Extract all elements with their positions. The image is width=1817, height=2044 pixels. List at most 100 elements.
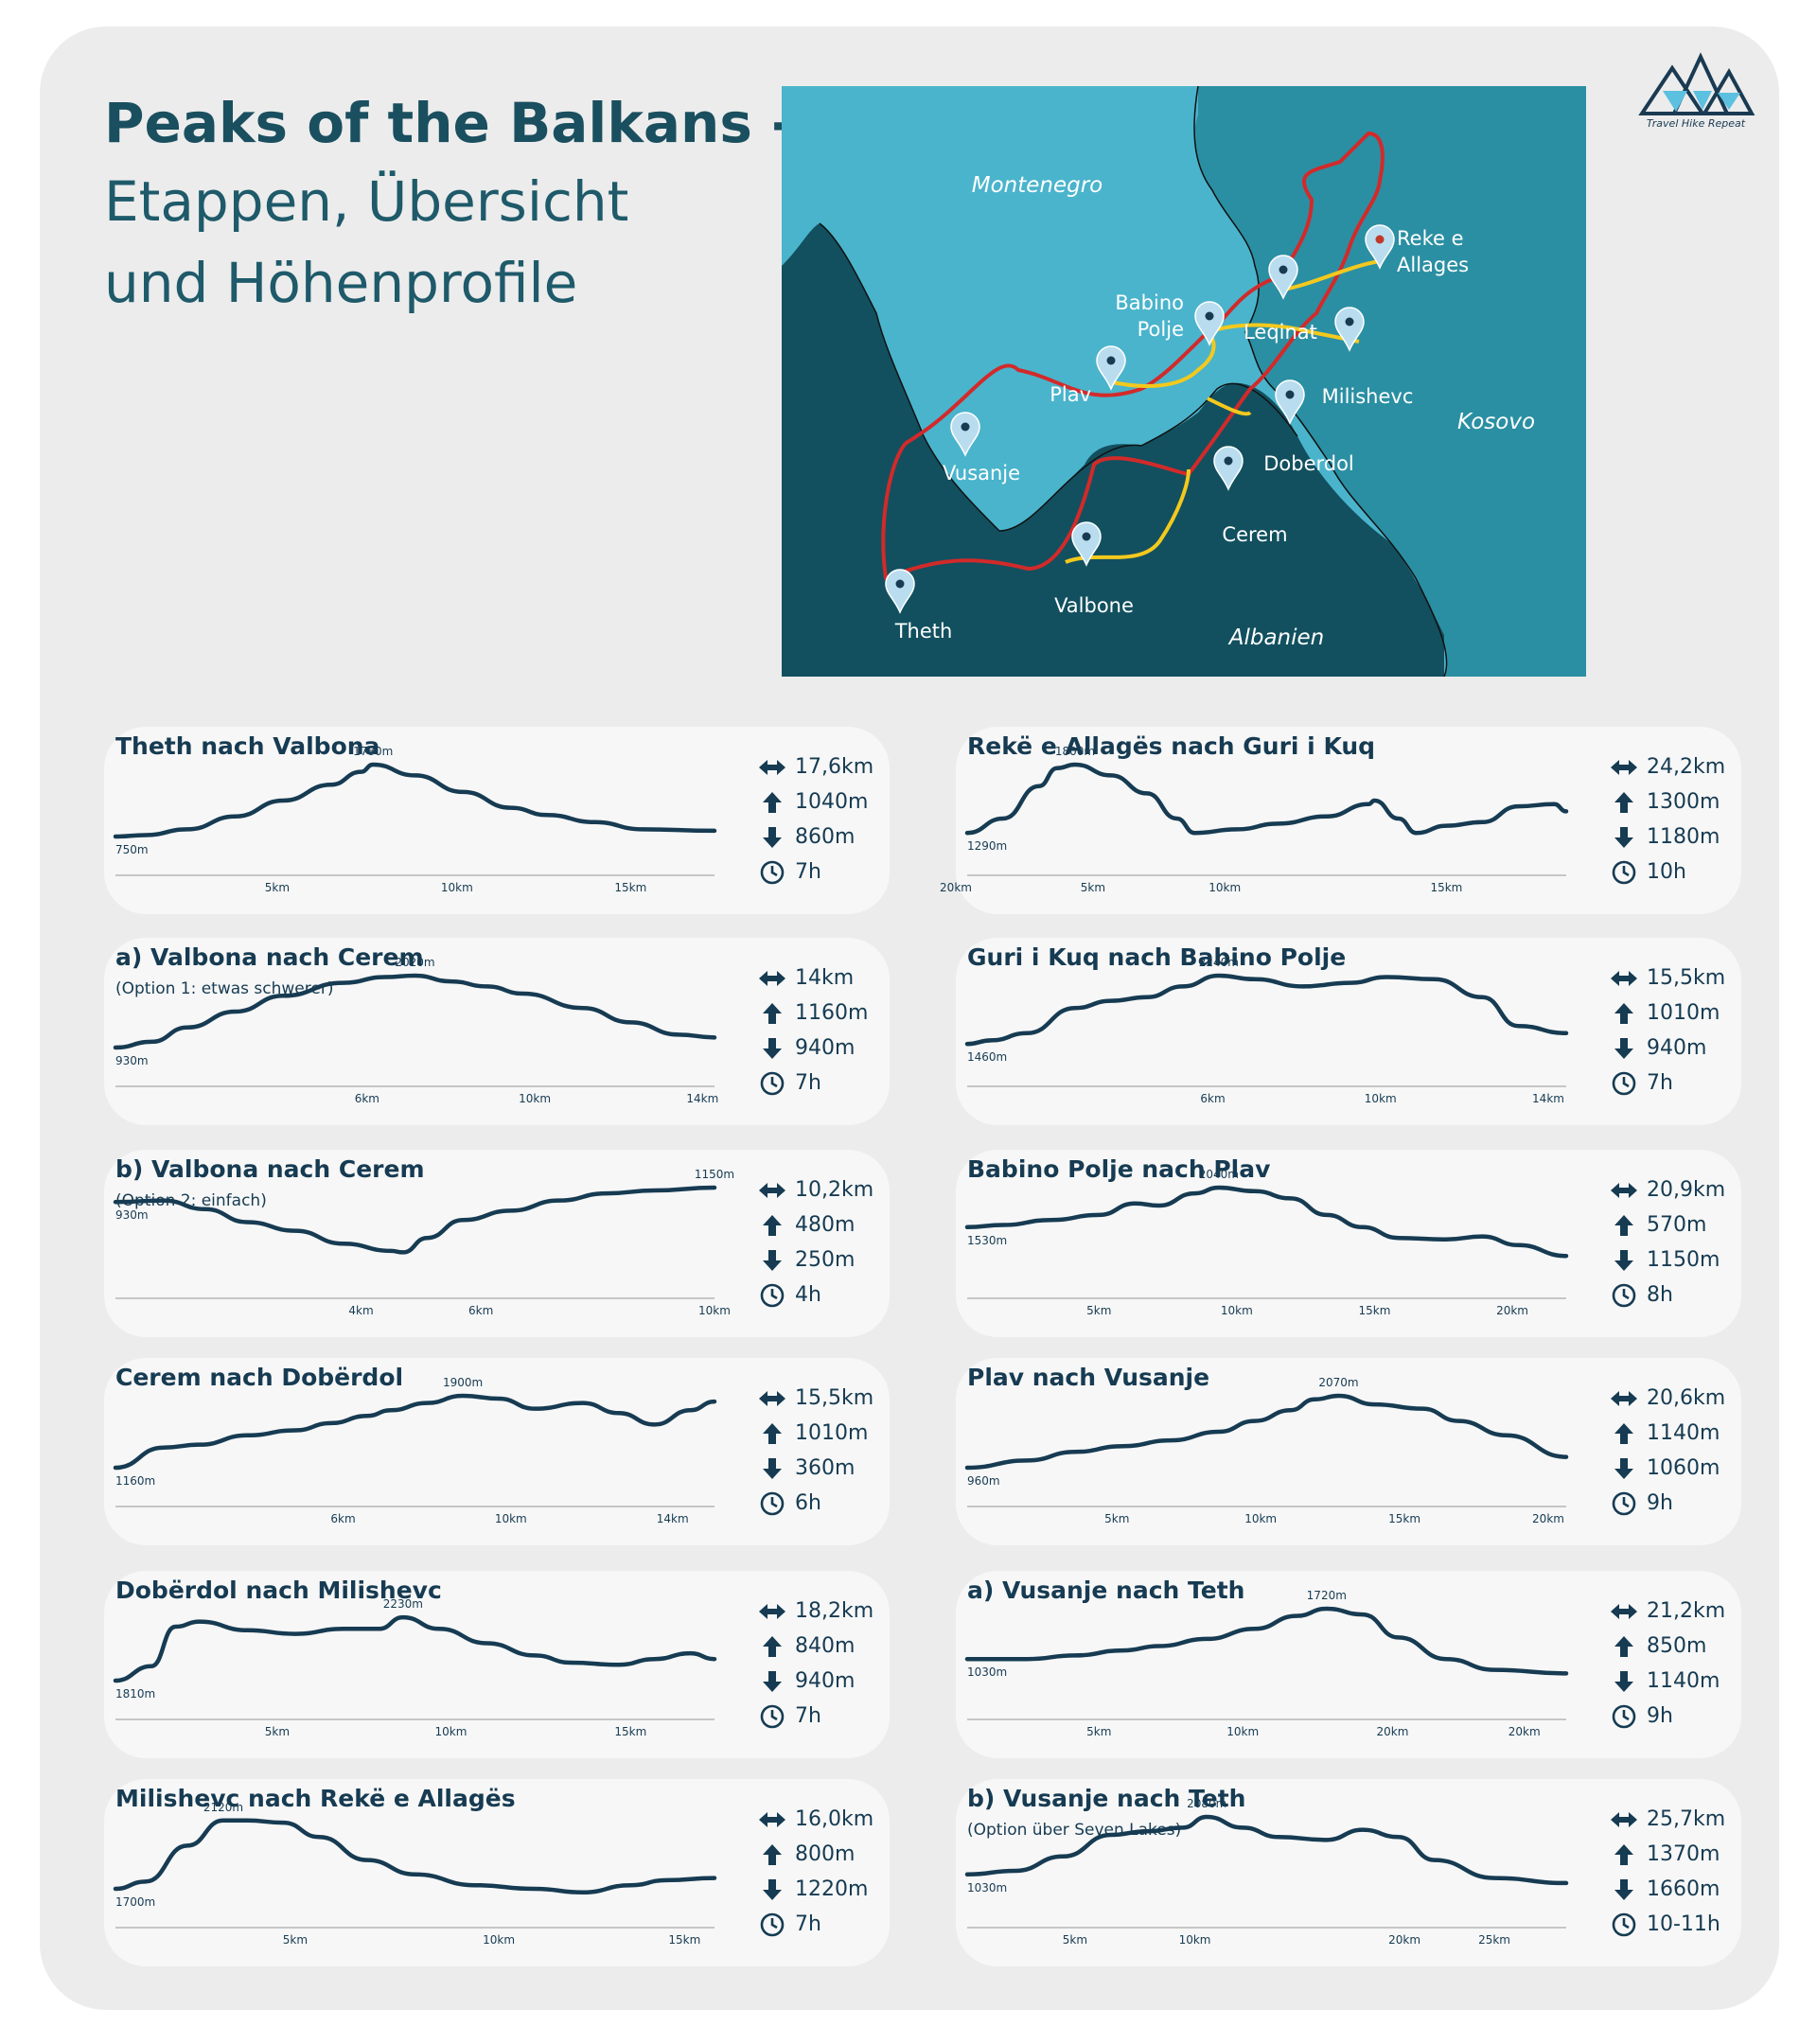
profile-peak-label: 2020m [395,956,434,969]
stage-title: a) Valbona nach Cerem [115,943,424,971]
profile-tick-label: 10km [1208,881,1241,894]
stage-title: Milishevc nach Rekë e Allagës [115,1785,516,1812]
stat-time: 4h [757,1278,890,1313]
stat-value-distance: 15,5km [1647,966,1726,990]
stage-subtitle: (Option 1: etwas schwerer) [115,979,334,998]
stage-stats: 25,7km 1370m 1660m 10-11h [1609,1802,1741,1942]
alt-route-west [1065,468,1191,564]
stat-up: 1160m [757,996,890,1031]
stat-value-down: 860m [795,825,856,849]
stat-distance: 14km [757,960,890,996]
stat-distance: 16,0km [757,1802,890,1837]
stat-time: 10-11h [1609,1907,1741,1942]
profile-tick-label: 10km [519,1092,551,1105]
map-pin-icon [1334,307,1365,352]
stat-value-up: 1140m [1647,1421,1720,1445]
profile-tick-label: 15km [1430,881,1462,894]
map-pin-icon [1213,446,1244,491]
stat-value-down: 360m [795,1456,856,1480]
profile-peak-label: 2080m [1187,1797,1226,1810]
stage-stats: 21,2km 850m 1140m 9h [1609,1594,1741,1734]
stage-stats: 20,9km 570m 1150m 8h [1609,1172,1741,1313]
stage-title: Guri i Kuq nach Babino Polje [967,943,1347,971]
horizontal-arrow-icon [1609,1177,1639,1204]
stat-up: 1040m [757,784,890,819]
profile-tick-label: 10km [1226,1725,1259,1738]
stat-value-distance: 24,2km [1647,755,1726,779]
label-albanien: Albanien [1227,626,1325,650]
horizontal-arrow-icon [757,965,787,992]
profile-peak-label: 1150m [695,1168,734,1181]
page-title: Peaks of the Balkans - [104,91,795,155]
map-pin-icon [950,412,980,457]
clock-icon [757,1703,787,1730]
up-arrow-icon [757,789,787,816]
map-pin-icon [1071,521,1102,567]
stat-value-time: 10h [1647,860,1686,884]
profile-line [964,1185,1569,1259]
stat-up: 1140m [1609,1416,1741,1451]
profile-peak-label: 1900m [443,1376,483,1389]
stat-value-down: 250m [795,1248,856,1272]
stage-title: Cerem nach Dobërdol [115,1364,404,1391]
down-arrow-icon [1609,1668,1639,1695]
alt-route-south [1207,396,1252,416]
profile-tick-label: 15km [614,1725,646,1738]
profile-tick-label: 15km [614,881,646,894]
stat-value-distance: 10,2km [795,1178,874,1202]
stage-title: Dobërdol nach Milishevc [115,1577,442,1604]
stage-title: a) Vusanje nach Teth [967,1577,1245,1604]
stat-time: 9h [1609,1699,1741,1734]
profile-tick-label: 10km [495,1512,527,1525]
profile-tick-label: 5km [1081,881,1105,894]
stat-value-down: 1140m [1647,1669,1720,1693]
profile-tick-label: 4km [348,1304,373,1317]
profile-tick-label: 20km [1496,1304,1528,1317]
map-pin-icon [1365,224,1395,270]
map-pin-babino: Babino Polje [1115,291,1225,346]
profile-line [113,1818,717,1895]
stage-title: b) Vusanje nach Teth [967,1785,1246,1812]
stage-card: a) Valbona nach Cerem (Option 1: etwas sc… [104,938,890,1125]
up-arrow-icon [1609,789,1639,816]
stat-value-up: 1370m [1647,1842,1720,1866]
stat-time: 10h [1609,855,1741,890]
profile-tick-label: 5km [1104,1512,1129,1525]
stage-title: Plav nach Vusanje [967,1364,1210,1391]
profile-line [113,1185,717,1255]
stage-card: Babino Polje nach Plav 1530m 2040m 5km 10km 1… [956,1150,1741,1337]
stat-value-down: 940m [795,1036,856,1060]
stat-value-time: 9h [1647,1704,1673,1728]
stat-value-time: 8h [1647,1283,1673,1307]
horizontal-arrow-icon [1609,1598,1639,1625]
map-pin-leqinat: Leqinat [1244,255,1317,344]
clock-icon [757,859,787,886]
profile-peak-label: 2120m [203,1801,243,1814]
stage-stats: 17,6km 1040m 860m 7h [757,749,890,890]
stat-distance: 25,7km [1609,1802,1741,1837]
profile-start-label: 1700m [115,1895,155,1909]
up-arrow-icon [1609,1841,1639,1868]
profile-tick-label: 5km [1063,1933,1087,1947]
horizontal-arrow-icon [757,754,787,781]
stat-value-distance: 16,0km [795,1807,874,1831]
stat-value-up: 1010m [1647,1001,1720,1025]
stat-time: 7h [757,1699,890,1734]
down-arrow-icon [757,1668,787,1695]
stage-card: Milishevc nach Rekë e Allagës 1700m 2120m 5… [104,1779,890,1966]
stat-distance: 20,9km [1609,1172,1741,1207]
up-arrow-icon [757,1633,787,1660]
map-place-cerem: Cerem [1222,523,1287,546]
stat-up: 1300m [1609,784,1741,819]
profile-start-label: 960m [967,1474,1000,1488]
elevation-profile: 1160m 1900m 6km 10km 14km [113,1376,717,1525]
stat-value-distance: 15,5km [795,1386,874,1410]
profile-tick-label: 20km [1376,1725,1408,1738]
profile-tick-label: 5km [265,881,290,894]
stat-value-time: 7h [795,860,821,884]
stat-up: 1010m [1609,996,1741,1031]
profile-tick-label: 14km [1532,1092,1564,1105]
stat-distance: 15,5km [1609,960,1741,996]
travel-hike-repeat-logo: Travel Hike Repeat [1634,47,1757,132]
stage-stats: 14km 1160m 940m 7h [757,960,890,1101]
